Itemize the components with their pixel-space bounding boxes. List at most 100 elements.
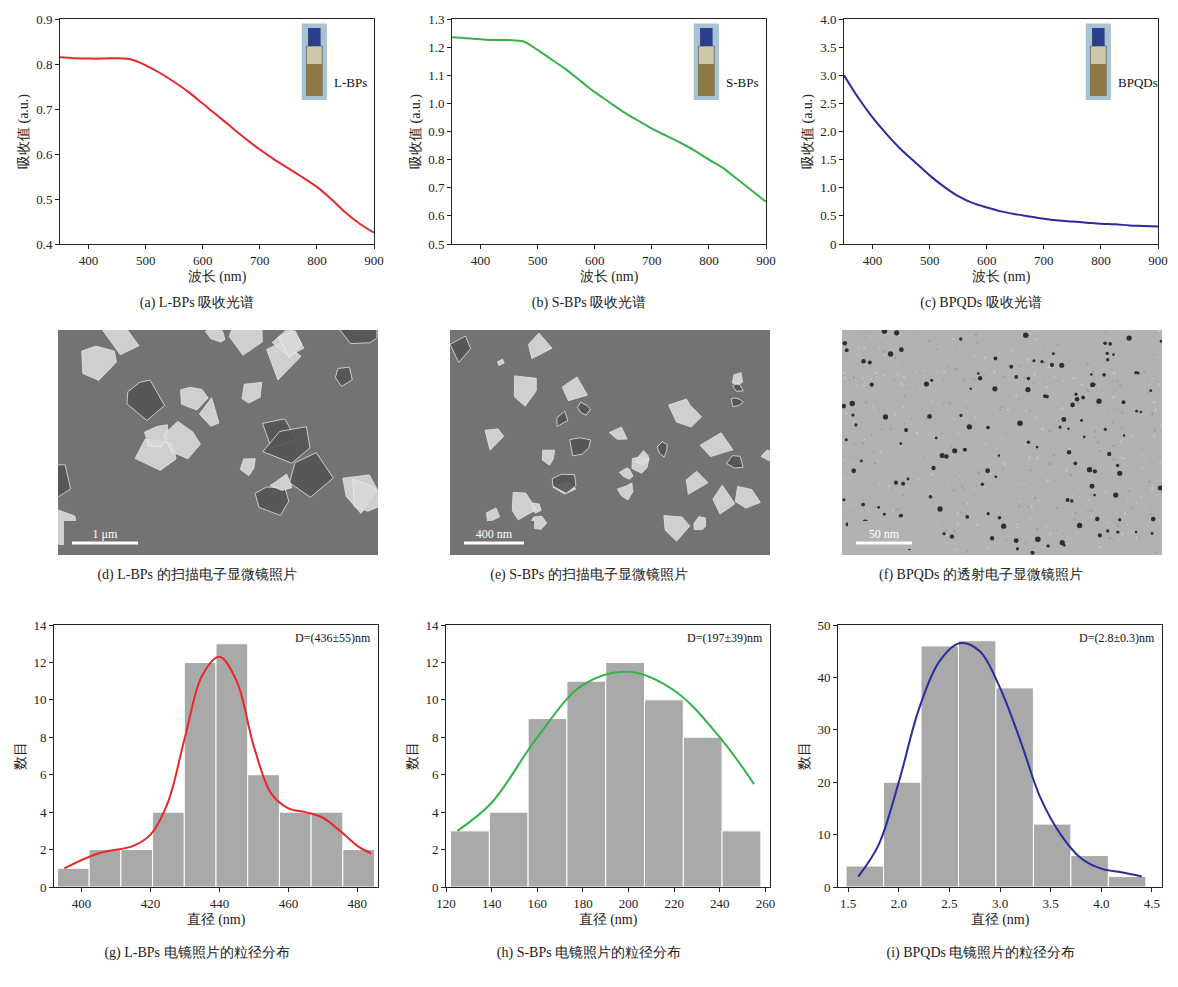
- svg-text:8: 8: [40, 730, 47, 745]
- svg-text:400 nm: 400 nm: [476, 527, 513, 541]
- svg-text:6: 6: [432, 767, 439, 782]
- svg-text:0: 0: [830, 237, 837, 252]
- svg-text:1.3: 1.3: [428, 12, 444, 27]
- svg-text:240: 240: [710, 896, 730, 911]
- svg-text:0.6: 0.6: [428, 208, 445, 223]
- svg-text:460: 460: [279, 896, 299, 911]
- svg-text:30: 30: [817, 722, 830, 737]
- svg-text:3.0: 3.0: [820, 68, 836, 83]
- svg-text:220: 220: [664, 896, 684, 911]
- svg-text:800: 800: [307, 253, 327, 268]
- svg-text:600: 600: [585, 253, 605, 268]
- svg-text:900: 900: [1148, 253, 1168, 268]
- svg-text:直径 (nm): 直径 (nm): [579, 912, 638, 928]
- svg-text:900: 900: [756, 253, 776, 268]
- svg-text:14: 14: [425, 618, 439, 633]
- svg-text:1.5: 1.5: [820, 152, 836, 167]
- svg-text:10: 10: [817, 827, 830, 842]
- svg-text:3.5: 3.5: [1043, 896, 1059, 911]
- svg-text:0.5: 0.5: [36, 192, 52, 207]
- svg-text:波长 (nm): 波长 (nm): [580, 269, 639, 285]
- svg-text:12: 12: [33, 655, 46, 670]
- svg-text:3.0: 3.0: [992, 896, 1008, 911]
- svg-text:400: 400: [72, 896, 92, 911]
- svg-text:500: 500: [136, 253, 156, 268]
- svg-text:0: 0: [824, 880, 831, 895]
- svg-text:0: 0: [40, 880, 47, 895]
- svg-text:3.5: 3.5: [820, 40, 836, 55]
- svg-text:4: 4: [432, 805, 439, 820]
- svg-text:0.8: 0.8: [428, 152, 444, 167]
- svg-text:4.5: 4.5: [1144, 896, 1160, 911]
- svg-text:10: 10: [425, 692, 438, 707]
- svg-text:600: 600: [977, 253, 997, 268]
- svg-text:480: 480: [348, 896, 368, 911]
- svg-text:500: 500: [528, 253, 548, 268]
- svg-text:2: 2: [432, 842, 439, 857]
- svg-text:1.2: 1.2: [428, 40, 444, 55]
- svg-text:0: 0: [432, 880, 439, 895]
- svg-text:50 nm: 50 nm: [869, 527, 900, 541]
- svg-text:0.7: 0.7: [428, 180, 445, 195]
- svg-text:1.0: 1.0: [820, 180, 836, 195]
- svg-text:440: 440: [210, 896, 230, 911]
- svg-text:波长 (nm): 波长 (nm): [972, 269, 1031, 285]
- svg-text:0.5: 0.5: [820, 208, 836, 223]
- svg-text:1 μm: 1 μm: [93, 527, 118, 541]
- svg-text:吸收值 (a.u.): 吸收值 (a.u.): [800, 94, 816, 169]
- svg-text:800: 800: [699, 253, 719, 268]
- svg-text:0.8: 0.8: [36, 57, 52, 72]
- svg-text:120: 120: [436, 896, 456, 911]
- svg-text:2.0: 2.0: [820, 124, 836, 139]
- svg-text:400: 400: [79, 253, 99, 268]
- svg-text:140: 140: [482, 896, 502, 911]
- svg-text:4.0: 4.0: [1093, 896, 1109, 911]
- svg-text:2.5: 2.5: [941, 896, 957, 911]
- svg-text:0.4: 0.4: [36, 237, 53, 252]
- svg-text:D=(2.8±0.3)nm: D=(2.8±0.3)nm: [1079, 631, 1155, 645]
- svg-text:800: 800: [1091, 253, 1111, 268]
- svg-text:260: 260: [756, 896, 776, 911]
- svg-text:吸收值 (a.u.): 吸收值 (a.u.): [408, 94, 424, 169]
- svg-text:40: 40: [817, 670, 830, 685]
- svg-text:160: 160: [528, 896, 548, 911]
- svg-text:4.0: 4.0: [820, 12, 836, 27]
- svg-text:0.6: 0.6: [36, 147, 53, 162]
- svg-text:数目: 数目: [797, 742, 812, 770]
- svg-text:直径 (nm): 直径 (nm): [187, 912, 246, 928]
- svg-text:600: 600: [193, 253, 213, 268]
- svg-text:BPQDs: BPQDs: [1118, 75, 1158, 90]
- svg-text:吸收值 (a.u.): 吸收值 (a.u.): [16, 94, 32, 169]
- svg-text:D=(436±55)nm: D=(436±55)nm: [295, 631, 371, 645]
- svg-text:8: 8: [432, 730, 439, 745]
- svg-text:1.5: 1.5: [840, 896, 856, 911]
- svg-text:S-BPs: S-BPs: [726, 75, 759, 90]
- svg-text:波长 (nm): 波长 (nm): [188, 269, 247, 285]
- svg-text:2.0: 2.0: [891, 896, 907, 911]
- svg-text:10: 10: [33, 692, 46, 707]
- svg-text:直径 (nm): 直径 (nm): [971, 912, 1030, 928]
- svg-text:14: 14: [33, 618, 47, 633]
- svg-text:400: 400: [471, 253, 491, 268]
- svg-text:6: 6: [40, 767, 47, 782]
- svg-text:L-BPs: L-BPs: [334, 75, 367, 90]
- svg-text:数目: 数目: [405, 742, 420, 770]
- svg-text:700: 700: [250, 253, 270, 268]
- svg-text:1.1: 1.1: [428, 68, 444, 83]
- svg-text:0.9: 0.9: [36, 12, 52, 27]
- svg-text:700: 700: [642, 253, 662, 268]
- svg-text:200: 200: [619, 896, 639, 911]
- svg-text:700: 700: [1034, 253, 1054, 268]
- svg-text:0.9: 0.9: [428, 124, 444, 139]
- svg-text:1.0: 1.0: [428, 96, 444, 111]
- svg-text:0.5: 0.5: [428, 237, 444, 252]
- svg-text:4: 4: [40, 805, 47, 820]
- svg-text:400: 400: [863, 253, 883, 268]
- svg-text:12: 12: [425, 655, 438, 670]
- svg-text:0.7: 0.7: [36, 102, 53, 117]
- svg-text:900: 900: [364, 253, 384, 268]
- svg-text:180: 180: [573, 896, 593, 911]
- svg-text:420: 420: [141, 896, 161, 911]
- svg-text:500: 500: [920, 253, 940, 268]
- svg-text:2: 2: [40, 842, 47, 857]
